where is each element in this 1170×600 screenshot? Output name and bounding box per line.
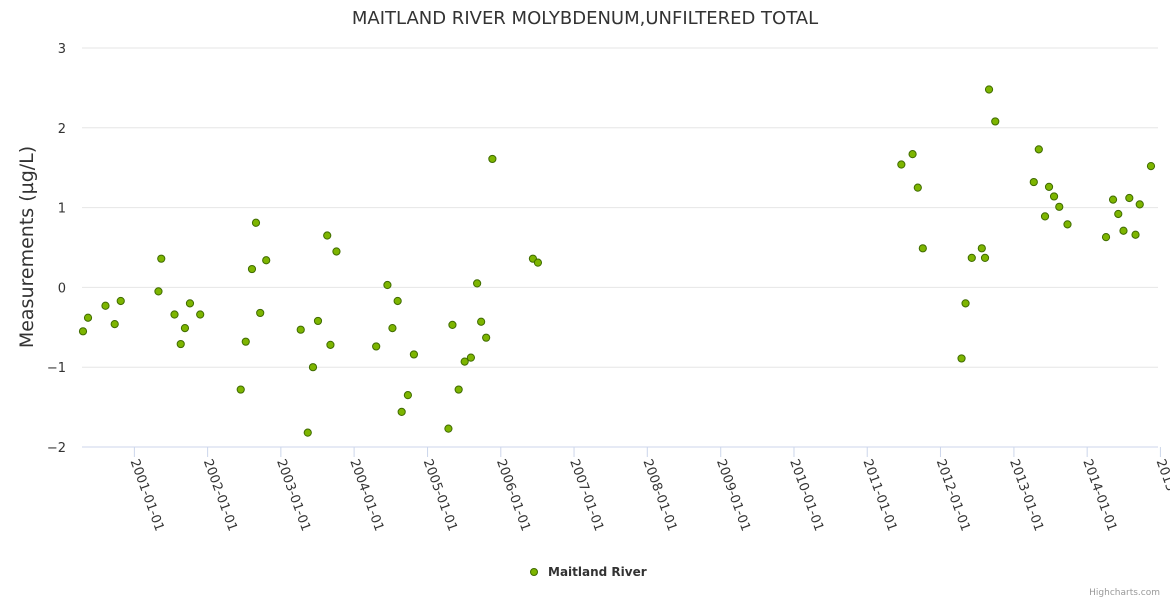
data-point[interactable]: [473, 279, 482, 288]
data-points: [78, 85, 1156, 437]
data-point[interactable]: [313, 316, 323, 326]
x-tick-label: 2015-01-01: [1153, 457, 1170, 533]
data-point[interactable]: [176, 339, 185, 349]
data-point[interactable]: [1029, 177, 1038, 187]
data-point[interactable]: [1063, 220, 1072, 229]
data-point[interactable]: [918, 244, 927, 253]
data-point[interactable]: [196, 310, 205, 319]
data-point[interactable]: [477, 317, 486, 326]
data-point[interactable]: [1101, 233, 1111, 242]
x-tick-label: 2008-01-01: [640, 457, 680, 533]
data-point[interactable]: [980, 253, 990, 262]
data-point[interactable]: [296, 325, 305, 334]
data-point[interactable]: [180, 323, 190, 333]
x-tick-label: 2012-01-01: [933, 457, 973, 533]
data-point[interactable]: [466, 353, 476, 362]
data-point[interactable]: [154, 287, 163, 296]
data-point[interactable]: [308, 363, 318, 372]
data-point[interactable]: [332, 247, 341, 256]
data-point[interactable]: [383, 280, 392, 290]
data-point[interactable]: [448, 320, 457, 330]
data-point[interactable]: [409, 350, 419, 359]
data-point[interactable]: [1044, 182, 1054, 191]
data-point[interactable]: [323, 231, 332, 240]
data-point[interactable]: [185, 299, 195, 308]
x-tick-label: 2001-01-01: [127, 457, 167, 533]
data-point[interactable]: [1119, 226, 1128, 235]
y-axis-label: Measurements (µg/L): [16, 146, 38, 348]
x-axis: 2001-01-01 2002-01-01 2003-01-01 2004-01-01…: [82, 446, 1170, 533]
data-point[interactable]: [101, 301, 110, 310]
legend[interactable]: Maitland River: [530, 565, 647, 579]
x-tick-label: 2007-01-01: [566, 457, 606, 533]
data-point[interactable]: [897, 160, 906, 169]
data-point[interactable]: [913, 183, 922, 192]
data-point[interactable]: [991, 117, 1000, 126]
data-point[interactable]: [397, 407, 406, 416]
data-point[interactable]: [251, 218, 261, 227]
data-point[interactable]: [1125, 193, 1134, 203]
x-tick-label: 2014-01-01: [1079, 457, 1119, 533]
data-point[interactable]: [388, 323, 397, 333]
data-point[interactable]: [262, 256, 271, 265]
data-point[interactable]: [977, 244, 986, 253]
data-point[interactable]: [393, 296, 402, 306]
data-point[interactable]: [1131, 230, 1140, 239]
x-tick-label: 2002-01-01: [200, 457, 240, 533]
y-axis: 3 2 1 0 −1 −2: [47, 42, 66, 456]
y-tick-label: 1: [58, 202, 66, 217]
x-tick-label: 2006-01-01: [493, 457, 533, 533]
x-tick-label: 2003-01-01: [273, 457, 313, 533]
data-point[interactable]: [984, 85, 994, 94]
x-tick-label: 2004-01-01: [346, 457, 386, 533]
data-point[interactable]: [488, 154, 497, 164]
data-point[interactable]: [241, 337, 250, 346]
data-point[interactable]: [83, 313, 93, 322]
data-point[interactable]: [247, 264, 257, 274]
y-tick-label: 2: [58, 122, 66, 137]
data-point[interactable]: [482, 333, 491, 342]
data-point[interactable]: [170, 310, 179, 319]
data-point[interactable]: [961, 299, 970, 308]
data-point[interactable]: [1135, 200, 1144, 209]
data-point[interactable]: [957, 354, 966, 363]
legend-label: Maitland River: [548, 565, 647, 579]
chart-title: MAITLAND RIVER MOLYBDENUM,UNFILTERED TOT…: [352, 8, 818, 29]
y-tick-label: −1: [47, 361, 66, 376]
y-tick-label: 3: [58, 42, 66, 57]
data-point[interactable]: [1055, 202, 1064, 211]
data-point[interactable]: [256, 308, 265, 318]
data-point[interactable]: [1040, 212, 1050, 221]
legend-marker-icon: [530, 568, 538, 576]
x-tick-label: 2013-01-01: [1006, 457, 1046, 533]
data-point[interactable]: [116, 296, 125, 306]
credits-link[interactable]: Highcharts.com: [1089, 588, 1160, 598]
data-point[interactable]: [403, 391, 412, 400]
data-point[interactable]: [460, 357, 469, 366]
data-point[interactable]: [372, 342, 381, 351]
data-point[interactable]: [110, 320, 119, 329]
x-tick-label: 2011-01-01: [859, 457, 899, 533]
data-point[interactable]: [236, 385, 245, 394]
x-tick-label: 2005-01-01: [420, 457, 460, 533]
data-point[interactable]: [326, 340, 335, 349]
y-tick-label: −2: [47, 441, 66, 456]
data-point[interactable]: [78, 327, 88, 336]
data-point[interactable]: [454, 385, 463, 394]
data-point[interactable]: [967, 253, 976, 262]
data-point[interactable]: [908, 150, 917, 159]
y-tick-label: 0: [58, 281, 66, 296]
x-tick-label: 2009-01-01: [713, 457, 753, 533]
data-point[interactable]: [1049, 192, 1059, 201]
data-point[interactable]: [444, 424, 453, 433]
data-point[interactable]: [157, 254, 166, 263]
x-tick-label: 2010-01-01: [786, 457, 826, 533]
data-point[interactable]: [1146, 162, 1156, 171]
data-point[interactable]: [303, 428, 312, 437]
data-point[interactable]: [1108, 195, 1118, 204]
data-point[interactable]: [1034, 145, 1043, 154]
data-point[interactable]: [1114, 209, 1123, 219]
data-point[interactable]: [533, 258, 543, 267]
